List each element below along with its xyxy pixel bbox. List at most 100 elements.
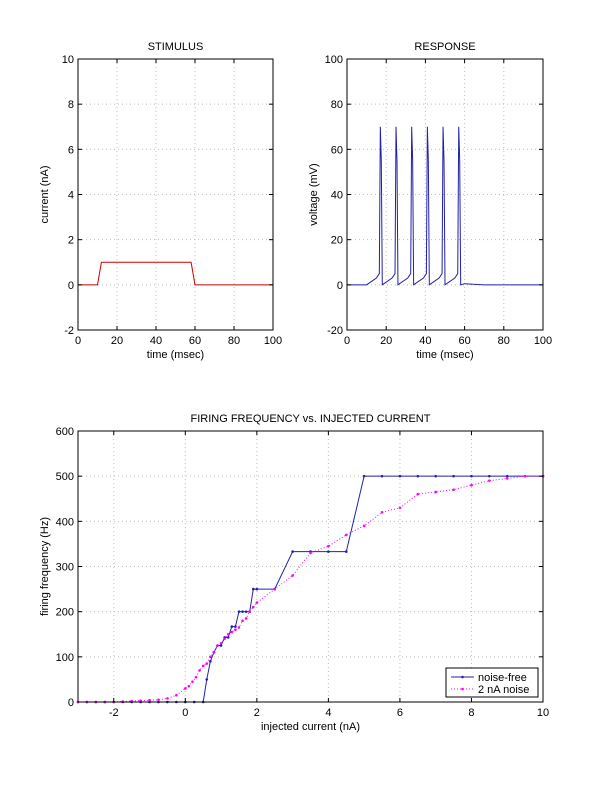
x-tick-label: -2 <box>109 707 119 719</box>
data-point <box>255 587 259 591</box>
x-tick-label: 100 <box>264 335 282 347</box>
data-point <box>505 477 509 480</box>
data-point <box>398 474 402 478</box>
data-point <box>184 687 187 690</box>
data-point <box>166 697 169 700</box>
data-point <box>452 488 455 492</box>
data-point <box>157 698 160 702</box>
x-tick-label: 60 <box>458 335 470 347</box>
data-point <box>416 474 420 478</box>
data-point <box>488 474 491 478</box>
legend-box <box>445 667 539 698</box>
plot-area <box>347 59 543 330</box>
x-axis-label: time (msec) <box>147 349 204 361</box>
x-tick-label: 80 <box>498 335 510 347</box>
data-point <box>362 474 366 478</box>
x-tick-label: 2 <box>254 707 260 719</box>
data-point <box>273 587 277 591</box>
series-line-1 <box>78 261 273 286</box>
y-tick-label: 4 <box>68 190 74 202</box>
y-axis-label: firing frequency (Hz) <box>39 517 51 616</box>
x-tick-label: 20 <box>380 335 392 347</box>
y-tick-label: 0 <box>337 280 343 292</box>
y-tick-label: 100 <box>325 54 343 66</box>
data-point <box>398 506 402 510</box>
y-tick-label: 600 <box>56 426 74 438</box>
data-point <box>191 680 194 683</box>
data-point <box>380 511 384 514</box>
data-point <box>234 628 237 632</box>
y-tick-label: 400 <box>56 516 74 528</box>
data-point <box>226 632 230 636</box>
y-tick-label: -2 <box>64 325 74 337</box>
data-point <box>187 684 191 688</box>
data-point <box>523 474 527 478</box>
x-axis-label: injected current (nA) <box>261 721 360 733</box>
y-axis-label: voltage (mV) <box>308 163 320 225</box>
data-point <box>194 675 198 679</box>
x-tick-label: 4 <box>325 707 331 719</box>
x-axis-label: time (msec) <box>416 349 473 361</box>
data-point <box>237 626 241 629</box>
x-tick-label: 40 <box>150 335 162 347</box>
data-point <box>223 637 226 641</box>
data-point <box>244 610 248 613</box>
data-point <box>344 533 348 537</box>
chart-title: RESPONSE <box>414 41 475 53</box>
y-axis-label: current (nA) <box>39 165 51 223</box>
data-point <box>209 660 212 663</box>
plot-area <box>78 59 273 330</box>
data-point <box>291 550 294 553</box>
series-line-1 <box>347 126 543 286</box>
x-tick-label: 0 <box>182 707 188 719</box>
data-point <box>251 587 255 591</box>
data-point <box>505 474 509 478</box>
data-point <box>327 544 330 548</box>
y-tick-label: 40 <box>331 190 343 202</box>
data-point <box>291 574 294 577</box>
x-tick-label: 8 <box>468 707 474 719</box>
data-point <box>362 524 366 528</box>
x-tick-label: 60 <box>189 335 201 347</box>
y-tick-label: 300 <box>56 562 74 574</box>
y-tick-label: 80 <box>331 99 343 111</box>
y-tick-label: -20 <box>327 325 343 337</box>
y-tick-label: 6 <box>68 144 74 156</box>
data-point <box>234 625 237 628</box>
y-tick-label: 60 <box>331 144 343 156</box>
data-point <box>205 662 209 665</box>
data-point <box>219 644 223 647</box>
data-point <box>434 474 437 478</box>
x-tick-label: 40 <box>419 335 431 347</box>
y-tick-label: 2 <box>68 235 74 247</box>
data-point <box>148 698 151 702</box>
data-point <box>344 550 348 553</box>
data-point <box>248 610 251 613</box>
data-point <box>244 617 248 620</box>
data-point <box>380 474 384 478</box>
data-point <box>230 630 234 634</box>
x-tick-label: 6 <box>397 707 403 719</box>
x-tick-label: 0 <box>344 335 350 347</box>
data-point <box>452 474 455 478</box>
data-point <box>488 479 491 482</box>
data-point <box>241 619 244 622</box>
y-tick-label: 8 <box>68 99 74 111</box>
y-tick-label: 100 <box>56 652 74 664</box>
data-point <box>327 550 330 553</box>
x-tick-label: 10 <box>537 707 549 719</box>
data-point <box>470 483 473 487</box>
data-point <box>416 492 420 496</box>
y-tick-label: 20 <box>331 235 343 247</box>
data-point <box>212 651 216 654</box>
legend-marker-1 <box>461 675 464 679</box>
data-point <box>205 678 209 681</box>
y-tick-label: 500 <box>56 471 74 483</box>
chart-title: FIRING FREQUENCY vs. INJECTED CURRENT <box>191 413 431 425</box>
x-tick-label: 80 <box>228 335 240 347</box>
legend-label-1: noise-free <box>478 672 527 684</box>
y-tick-label: 10 <box>62 54 74 66</box>
data-point <box>201 664 205 668</box>
